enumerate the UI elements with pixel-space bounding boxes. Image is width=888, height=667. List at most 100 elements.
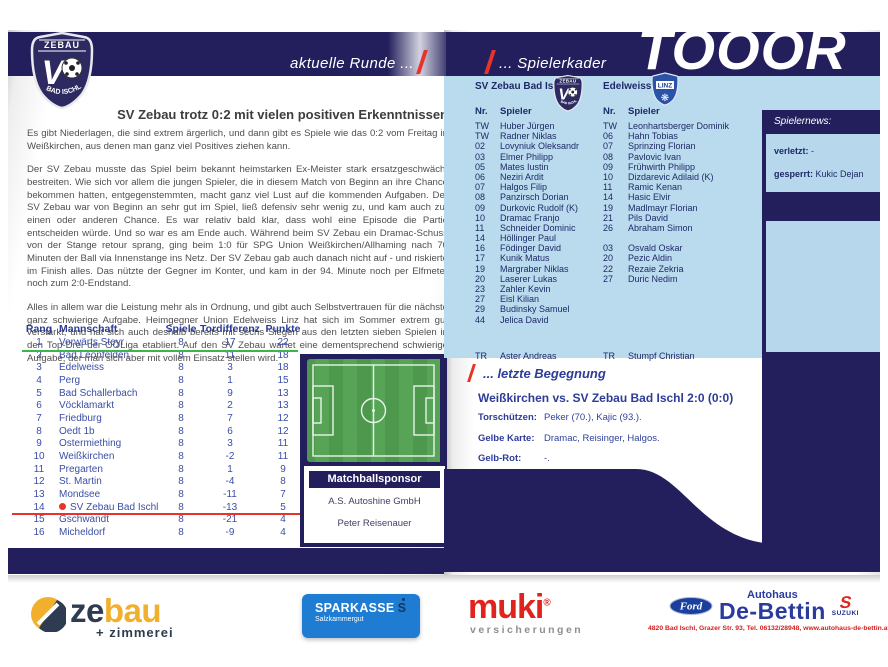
table-row: 4 Perg 8 1 15 (36, 374, 289, 386)
muki-logo: muki® (468, 588, 551, 626)
leader-line (22, 350, 298, 352)
table-row: 9 Ostermiething 8 3 11 (36, 438, 289, 450)
last-match-heading: ... letzte Begegnung (483, 366, 606, 381)
away-roster-header: Nr. Spieler (603, 106, 660, 117)
player-row: 11 Ramic Kenan (603, 182, 683, 193)
player-row: TW Leonhartsberger Dominik (603, 121, 730, 131)
player-row: 21 Pils David (603, 212, 669, 223)
player-row: 29 Budinsky Samuel (475, 304, 570, 315)
player-row: 14 Hasic Elvir (603, 192, 671, 203)
league-table-header: Rang Mannschaft Spiele Tordifferenz Punk… (22, 322, 306, 336)
player-row: 16 Födinger David (475, 243, 562, 254)
sparkasse-logo: SPARKASSE S Salzkammergut (302, 594, 420, 638)
table-row: 13 Mondsee 8 -11 7 (33, 489, 286, 501)
away-team-name: Edelweiss (603, 81, 652, 92)
muki-logo-sub: versicherungen (470, 624, 584, 636)
player-row: 02 Lovyniuk Oleksandr (475, 141, 580, 152)
article-paragraph: Es gibt Niederlagen, die sind extrem ärg… (27, 128, 448, 152)
player-row: 10 Dramac Franjo (475, 212, 560, 223)
league-table: 1 Vorwärts Steyr 8 17 22 2 Bad Leonfelde… (22, 336, 306, 539)
last-match-detail-row: Torschützen: Peker (70.), Kajic (93.). (478, 412, 642, 423)
spielernews-box: verletzt: - gesperrt: Kukic Dejan (766, 134, 880, 192)
debettin-logo: Ford Autohaus De-Bettin S SUZUKI 4820 Ba… (648, 589, 888, 633)
left-footer-band (8, 548, 444, 574)
home-coach-row: TR Aster Andreas (475, 350, 557, 361)
table-row: 15 Gschwandt 8 -21 4 (33, 514, 286, 526)
col-tordifferenz: Tordifferenz (200, 323, 260, 335)
tab-spielerkader: ... Spielerkader (499, 55, 607, 72)
player-row: 07 Sprinzing Florian (603, 141, 696, 152)
col-punkte: Punkte (265, 323, 301, 335)
home-team-name: SV Zebau Bad Ischl (475, 81, 568, 92)
svg-text:Ford: Ford (679, 601, 703, 613)
injured-line: verletzt: - (774, 146, 815, 156)
table-row: 14 SV Zebau Bad Ischl 8 -13 5 (33, 501, 286, 513)
player-row: 26 Abraham Simon (603, 222, 693, 233)
last-match-details: Torschützen: Peker (70.), Kajic (93.). G… (478, 412, 758, 474)
table-row: 11 Pregarten 8 1 9 (33, 463, 286, 475)
table-row: 16 Micheldorf 8 -9 4 (33, 527, 286, 539)
player-row: 17 Kunik Matus (475, 253, 550, 264)
player-row: 10 Dizdarevic Adilaid (K) (603, 171, 714, 182)
home-roster-header: Nr. Spieler (475, 106, 532, 117)
player-row: 44 Jelica David (475, 314, 549, 325)
player-row: 03 Osvald Oskar (603, 243, 683, 254)
football-field-icon (307, 359, 440, 462)
player-row: TW Huber Jürgen (475, 121, 555, 131)
player-row: 06 Neziri Ardit (475, 171, 544, 182)
away-roster: TW Leonhartsberger Dominik 06 Hahn Tobia… (603, 121, 763, 361)
page-shadow (8, 575, 880, 583)
article-title: SV Zebau trotz 0:2 mit vielen positiven … (117, 107, 448, 122)
player-row: 20 Pezic Aldin (603, 253, 673, 264)
player-row: TW Radner Niklas (475, 131, 557, 142)
player-row: 06 Hahn Tobias (603, 131, 678, 142)
away-crest-icon (651, 72, 679, 106)
debettin-name: De-Bettin (719, 598, 826, 624)
table-row: 3 Edelweiss 8 3 18 (36, 362, 289, 374)
player-row: 19 Madlmayr Florian (603, 202, 698, 213)
away-coach-row: TR Stumpf Christian (603, 350, 695, 361)
player-row: 08 Panzirsch Dorian (475, 192, 569, 203)
table-row: 10 Weißkirchen 8 -2 11 (33, 451, 289, 463)
player-row: 27 Eisl Kilian (475, 294, 540, 305)
last-match-result: Weißkirchen vs. SV Zebau Bad Ischl 2:0 (… (478, 391, 734, 405)
player-row: 27 Duric Nedim (603, 273, 678, 284)
player-row: 09 Durkovic Rudolf (K) (475, 202, 579, 213)
player-row: 19 Margraber Niklas (475, 263, 569, 274)
home-crest-icon (553, 74, 583, 112)
player-row: 05 Mates Iustin (475, 161, 549, 172)
debettin-address: 4820 Bad Ischl, Grazer Str. 93, Tel. 061… (648, 625, 888, 632)
col-rang: Rang (25, 323, 53, 335)
table-row: 7 Friedburg 8 7 12 (36, 412, 289, 424)
player-row: 09 Frühwirth Philipp (603, 161, 696, 172)
tab-aktuelle-runde: aktuelle Runde ... (290, 55, 414, 72)
sparkasse-region: Salzkammergut (315, 616, 364, 623)
home-roster: TW Huber Jürgen TW Radner Niklas 02 Lovy… (475, 121, 635, 361)
suzuki-logo-icon: S SUZUKI (831, 593, 859, 617)
matchball-sponsor-person: Peter Reisenauer (337, 518, 412, 529)
table-row: 6 Vöcklamarkt 8 2 13 (36, 400, 289, 412)
spielernews-title: Spielernews: (774, 116, 832, 127)
col-spiele: Spiele (165, 323, 197, 335)
player-row: 14 Höllinger Paul (475, 233, 557, 244)
footer-curve (444, 469, 880, 572)
suspended-line: gesperrt: Kukic Dejan (774, 169, 864, 179)
table-row: 1 Vorwärts Steyr 8 17 22 (36, 336, 289, 348)
player-row: 23 Zahler Kevin (475, 284, 551, 294)
table-row: 5 Bad Schallerbach 8 9 13 (36, 387, 289, 399)
player-row: 11 Schneider Dominic (475, 222, 576, 233)
last-match-detail-row: Gelb-Rot: -. (478, 453, 550, 464)
own-team-line (12, 513, 304, 515)
player-row: 20 Laserer Lukas (475, 273, 558, 284)
zebau-logo-icon (31, 597, 66, 632)
col-mannschaft: Mannschaft (59, 323, 118, 335)
article-body: Es gibt Niederlagen, die sind extrem ärg… (27, 128, 448, 376)
zebau-logo-text: zebau (70, 592, 162, 629)
debettin-autohaus: Autohaus (747, 589, 798, 601)
table-row: 8 Oedt 1b 8 6 12 (36, 425, 289, 437)
sparkasse-s-icon: S (397, 598, 407, 615)
club-crest-icon (30, 31, 94, 110)
player-row: 22 Rezaie Zekria (603, 263, 684, 274)
matchball-sponsor-name: A.S. Autoshine GmbH (328, 496, 421, 507)
